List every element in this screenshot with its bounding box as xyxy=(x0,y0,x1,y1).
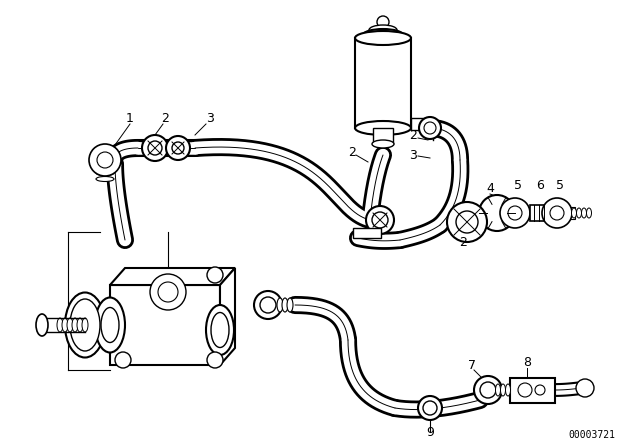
Circle shape xyxy=(377,16,389,28)
Text: 3: 3 xyxy=(206,112,214,125)
Ellipse shape xyxy=(96,171,114,176)
Circle shape xyxy=(500,198,530,228)
Ellipse shape xyxy=(67,318,73,332)
Ellipse shape xyxy=(36,314,48,336)
Ellipse shape xyxy=(277,298,283,312)
Ellipse shape xyxy=(65,293,105,358)
Bar xyxy=(353,228,381,238)
Circle shape xyxy=(518,383,532,397)
Circle shape xyxy=(142,135,168,161)
Bar xyxy=(530,205,548,221)
Circle shape xyxy=(508,206,522,220)
Text: 3: 3 xyxy=(409,148,417,161)
Ellipse shape xyxy=(369,25,397,35)
Ellipse shape xyxy=(582,208,586,218)
Text: 2: 2 xyxy=(459,236,467,249)
Ellipse shape xyxy=(96,177,114,181)
Circle shape xyxy=(89,144,121,176)
Text: 5: 5 xyxy=(514,178,522,191)
Ellipse shape xyxy=(72,318,78,332)
Bar xyxy=(355,38,411,128)
Ellipse shape xyxy=(495,384,500,396)
Circle shape xyxy=(474,376,502,404)
Ellipse shape xyxy=(206,305,234,355)
Text: 6: 6 xyxy=(536,178,544,191)
Circle shape xyxy=(447,202,487,242)
Ellipse shape xyxy=(586,208,591,218)
Circle shape xyxy=(150,274,186,310)
Circle shape xyxy=(207,352,223,368)
Circle shape xyxy=(542,198,572,228)
Ellipse shape xyxy=(372,140,394,148)
Ellipse shape xyxy=(500,384,506,396)
Text: 2: 2 xyxy=(348,146,356,159)
Text: 1: 1 xyxy=(126,112,134,125)
Polygon shape xyxy=(220,268,235,365)
Bar xyxy=(510,378,555,403)
Circle shape xyxy=(576,379,594,397)
Circle shape xyxy=(423,401,437,415)
Ellipse shape xyxy=(363,29,403,41)
Text: 9: 9 xyxy=(426,426,434,439)
Bar xyxy=(110,285,220,365)
Bar xyxy=(411,118,429,130)
Circle shape xyxy=(550,206,564,220)
Ellipse shape xyxy=(77,318,83,332)
Ellipse shape xyxy=(572,208,577,218)
Circle shape xyxy=(424,122,436,134)
Circle shape xyxy=(166,136,190,160)
Circle shape xyxy=(372,212,388,228)
Ellipse shape xyxy=(57,318,63,332)
Circle shape xyxy=(158,282,178,302)
Circle shape xyxy=(172,142,184,154)
Circle shape xyxy=(418,396,442,420)
Ellipse shape xyxy=(355,121,411,135)
Ellipse shape xyxy=(287,298,293,312)
Circle shape xyxy=(207,267,223,283)
Ellipse shape xyxy=(96,152,114,158)
Circle shape xyxy=(115,352,131,368)
Text: 7: 7 xyxy=(468,358,476,371)
Circle shape xyxy=(254,291,282,319)
Ellipse shape xyxy=(96,159,114,164)
Ellipse shape xyxy=(282,298,288,312)
Text: 2: 2 xyxy=(409,129,417,142)
Bar xyxy=(373,128,393,144)
Bar xyxy=(497,207,575,219)
Ellipse shape xyxy=(70,299,100,351)
Ellipse shape xyxy=(577,208,582,218)
Circle shape xyxy=(97,152,113,168)
Text: 8: 8 xyxy=(523,356,531,369)
Ellipse shape xyxy=(101,307,119,343)
Polygon shape xyxy=(110,268,235,285)
Circle shape xyxy=(456,211,478,233)
Ellipse shape xyxy=(96,164,114,169)
Text: 4: 4 xyxy=(486,181,494,194)
Ellipse shape xyxy=(355,31,411,45)
Circle shape xyxy=(480,382,496,398)
Circle shape xyxy=(479,195,515,231)
Ellipse shape xyxy=(95,297,125,353)
Circle shape xyxy=(148,141,162,155)
Ellipse shape xyxy=(211,313,229,348)
Ellipse shape xyxy=(62,318,68,332)
Circle shape xyxy=(366,206,394,234)
Ellipse shape xyxy=(506,384,511,396)
Circle shape xyxy=(535,385,545,395)
Text: 00003721: 00003721 xyxy=(568,430,615,440)
Text: 5: 5 xyxy=(556,178,564,191)
Circle shape xyxy=(260,297,276,313)
Ellipse shape xyxy=(82,318,88,332)
Text: 2: 2 xyxy=(161,112,169,125)
Circle shape xyxy=(419,117,441,139)
